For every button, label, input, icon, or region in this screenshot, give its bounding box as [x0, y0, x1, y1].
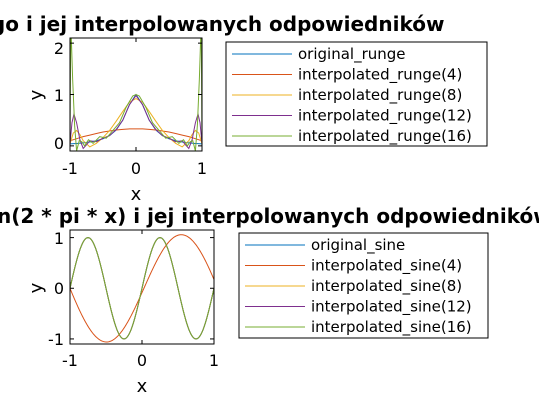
y-tick-label: 0: [54, 279, 64, 298]
legend-label: interpolated_sine(12): [311, 298, 472, 317]
x-tick-label: 0: [131, 159, 141, 178]
series-group: [70, 38, 202, 151]
legend-label: original_runge: [298, 45, 406, 64]
x-axis-label: x: [131, 184, 142, 205]
legend-label: interpolated_runge(12): [298, 107, 472, 126]
legend-label: interpolated_sine(16): [311, 318, 472, 337]
y-tick-label: 1: [54, 86, 64, 105]
legend-label: interpolated_runge(16): [298, 127, 472, 146]
legend: original_sineinterpolated_sine(4)interpo…: [238, 232, 489, 339]
y-tick-label: -1: [48, 330, 64, 349]
y-axis-label: y: [26, 89, 47, 100]
series-line: [70, 94, 202, 150]
series-line: [70, 98, 202, 148]
series-line: [70, 93, 202, 145]
tick-marks: [69, 38, 203, 151]
y-tick-label: 0: [54, 134, 64, 153]
legend: original_rungeinterpolated_runge(4)inter…: [225, 41, 488, 147]
chart-title: sin(2 * pi * x) i jej interpolowanych od…: [0, 204, 539, 228]
legend-entries: original_rungeinterpolated_runge(4)inter…: [232, 45, 472, 146]
sine-plot: sin(2 * pi * x) i jej interpolowanych od…: [0, 204, 539, 397]
legend-label: interpolated_sine(4): [311, 257, 462, 276]
y-tick-label: 2: [54, 39, 64, 58]
legend-label: original_sine: [311, 236, 405, 255]
runge-plot: Funkcja Rungego i jej interpolowanych od…: [0, 12, 488, 205]
tick-marks: [69, 230, 215, 344]
series-line: [70, 38, 202, 151]
y-axis-label: y: [26, 282, 47, 293]
x-axis-label: x: [137, 376, 148, 397]
y-tick-label: 1: [54, 229, 64, 248]
series-line: [70, 234, 214, 343]
chart-title: Funkcja Rungego i jej interpolowanych od…: [0, 12, 444, 36]
legend-label: interpolated_runge(8): [298, 86, 462, 105]
legend-label: interpolated_runge(4): [298, 66, 462, 85]
x-tick-label: 0: [137, 351, 147, 370]
legend-label: interpolated_sine(8): [311, 277, 462, 296]
x-tick-label: 1: [197, 159, 207, 178]
legend-entries: original_sineinterpolated_sine(4)interpo…: [245, 236, 472, 337]
series-group: [70, 234, 214, 343]
x-tick-label: 1: [209, 351, 219, 370]
x-tick-label: -1: [62, 351, 78, 370]
series-line: [70, 128, 202, 142]
legend-box: [225, 41, 488, 147]
x-tick-label: -1: [62, 159, 78, 178]
series-line: [70, 237, 214, 340]
